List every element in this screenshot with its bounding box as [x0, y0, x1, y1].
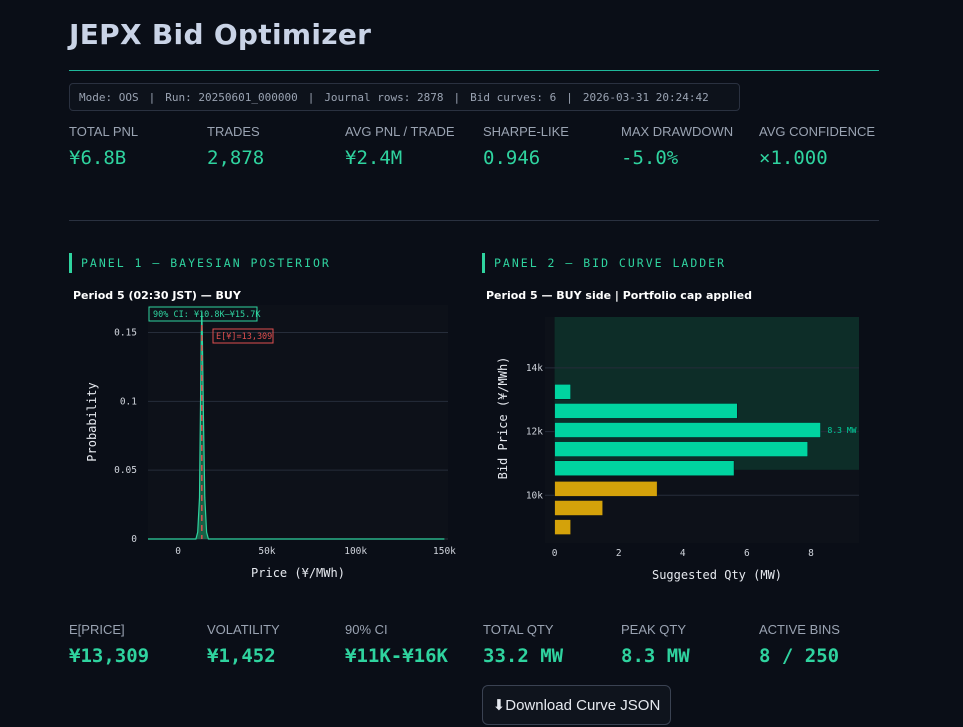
bid-bar	[554, 519, 571, 535]
x-tick-label: 100k	[344, 546, 367, 557]
status-separator: |	[453, 90, 461, 104]
mean-annotation-box	[212, 328, 274, 344]
metric-label: TOTAL PNL	[69, 124, 139, 139]
plot-area	[148, 305, 448, 539]
bid-bar	[554, 422, 821, 438]
x-tick-label: 6	[744, 548, 750, 559]
posterior-line	[148, 311, 445, 540]
status-separator: |	[566, 90, 573, 104]
bid-bar	[554, 441, 808, 457]
y-tick-label: 0	[131, 534, 137, 545]
x-tick-label: 4	[680, 548, 686, 559]
status-mode: Mode: OOS	[79, 90, 139, 104]
bid-ladder-chart-svg: Period 5 — BUY side | Portfolio cap appl…	[486, 289, 859, 582]
bid-bar	[554, 481, 658, 497]
metric-label: TOTAL QTY	[483, 622, 554, 637]
x-axis-label: Suggested Qty (MW)	[652, 568, 782, 582]
metric-value: ×1.000	[759, 147, 828, 169]
x-tick-label: 0	[175, 546, 181, 557]
panel2-heading: PANEL 2 — BID CURVE LADDER	[482, 253, 726, 273]
bid-bar	[554, 500, 603, 516]
metric-label: VOLATILITY	[207, 622, 280, 637]
y-tick-label: 0.05	[114, 465, 137, 476]
download-icon: ⬇	[492, 697, 506, 714]
metric-volatility: VOLATILITY ¥1,452	[207, 622, 345, 667]
bid-bar	[554, 384, 571, 400]
metric-label: E[PRICE]	[69, 622, 125, 637]
y-axis-label: Bid Price (¥/MWh)	[496, 357, 510, 480]
chart-title: Period 5 (02:30 JST) — BUY	[73, 289, 242, 302]
bid-bar	[554, 403, 738, 419]
y-tick-label: 12k	[526, 427, 543, 438]
title-divider	[69, 70, 879, 71]
metric-value: ¥6.8B	[69, 147, 127, 169]
ci-annotation: 90% CI: ¥10.8K–¥15.7K	[153, 310, 261, 320]
metric-avg-pnl: AVG PNL / TRADE ¥2.4M	[345, 124, 483, 169]
status-run: Run: 20250601_000000	[165, 90, 298, 104]
metric-label: MAX DRAWDOWN	[621, 124, 734, 139]
y-tick-label: 14k	[526, 363, 543, 374]
metric-value: 8 / 250	[759, 645, 840, 667]
summary-metrics: TOTAL PNL ¥6.8B TRADES 2,878 AVG PNL / T…	[69, 124, 899, 169]
page-title: JEPX Bid Optimizer	[69, 18, 372, 51]
download-curve-json-button[interactable]: ⬇ Download Curve JSON	[482, 685, 671, 725]
bid-bar	[554, 460, 735, 476]
x-tick-label: 150k	[433, 546, 456, 557]
metric-expected-price: E[PRICE] ¥13,309	[69, 622, 207, 667]
metric-label: SHARPE-LIKE	[483, 124, 569, 139]
metric-value: 8.3 MW	[621, 645, 690, 667]
y-axis-label: Probability	[85, 382, 99, 461]
metric-trades: TRADES 2,878	[207, 124, 345, 169]
metric-peak-qty: PEAK QTY 8.3 MW	[621, 622, 759, 667]
status-curves: Bid curves: 6	[470, 90, 557, 104]
metric-avg-confidence: AVG CONFIDENCE ×1.000	[759, 124, 897, 169]
metric-value: -5.0%	[621, 147, 679, 169]
status-separator: |	[148, 90, 156, 104]
detail-metrics: E[PRICE] ¥13,309 VOLATILITY ¥1,452 90% C…	[69, 622, 899, 667]
x-tick-label: 50k	[258, 546, 275, 557]
metric-value: 0.946	[483, 147, 541, 169]
section-divider	[69, 220, 879, 221]
x-tick-label: 8	[808, 548, 814, 559]
metric-value: ¥13,309	[69, 645, 150, 667]
metric-sharpe: SHARPE-LIKE 0.946	[483, 124, 621, 169]
panel1-heading: PANEL 1 — BAYESIAN POSTERIOR	[69, 253, 331, 273]
metric-label: ACTIVE BINS	[759, 622, 840, 637]
chart-title: Period 5 — BUY side | Portfolio cap appl…	[486, 289, 752, 302]
posterior-chart-svg: Period 5 (02:30 JST) — BUY 0 0.05 0.1 0.15 0 5…	[73, 289, 456, 580]
y-tick-label: 0.15	[114, 328, 137, 339]
metric-label: AVG CONFIDENCE	[759, 124, 876, 139]
metric-ci: 90% CI ¥11K-¥16K	[345, 622, 483, 667]
mean-annotation: E[¥]=13,309	[216, 332, 272, 342]
metric-total-pnl: TOTAL PNL ¥6.8B	[69, 124, 207, 169]
peak-label: 8.3 MW	[828, 426, 857, 435]
metric-max-drawdown: MAX DRAWDOWN -5.0%	[621, 124, 759, 169]
x-tick-label: 2	[616, 548, 622, 559]
metric-label: AVG PNL / TRADE	[345, 124, 455, 139]
metric-value: 2,878	[207, 147, 265, 169]
metric-value: ¥1,452	[207, 645, 276, 667]
metric-label: TRADES	[207, 124, 260, 139]
posterior-chart: Period 5 (02:30 JST) — BUY 0 0.05 0.1 0.15 0 5…	[69, 285, 464, 585]
metric-label: PEAK QTY	[621, 622, 687, 637]
status-timestamp: 2026-03-31 20:24:42	[582, 90, 709, 104]
bid-ladder-chart: Period 5 — BUY side | Portfolio cap appl…	[482, 285, 882, 585]
metric-value: 33.2 MW	[483, 645, 564, 667]
y-tick-label: 0.1	[120, 396, 137, 407]
metric-value: ¥11K-¥16K	[345, 645, 448, 667]
x-tick-label: 0	[552, 548, 558, 559]
metric-label: 90% CI	[345, 622, 388, 637]
download-label: Download Curve JSON	[505, 696, 661, 714]
run-status-bar: Mode: OOS | Run: 20250601_000000 | Journ…	[69, 83, 740, 111]
status-journal: Journal rows: 2878	[324, 90, 444, 104]
y-tick-label: 10k	[526, 490, 543, 501]
metric-total-qty: TOTAL QTY 33.2 MW	[483, 622, 621, 667]
ci-annotation-box	[148, 306, 258, 322]
status-separator: |	[307, 90, 315, 104]
metric-value: ¥2.4M	[345, 147, 403, 169]
metric-active-bins: ACTIVE BINS 8 / 250	[759, 622, 897, 667]
x-axis-label: Price (¥/MWh)	[251, 566, 345, 580]
